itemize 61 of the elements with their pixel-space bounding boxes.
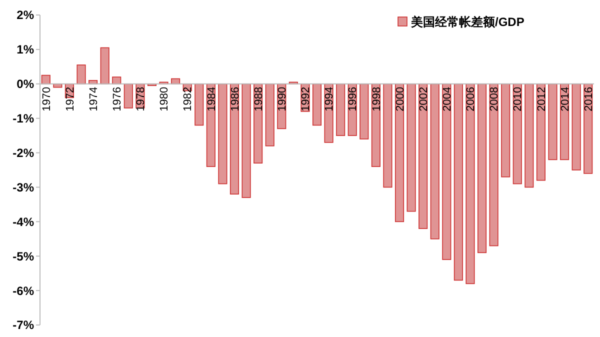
bar — [501, 83, 510, 178]
bar — [454, 83, 463, 281]
bar — [406, 83, 416, 212]
y-tick-label: 2% — [16, 8, 34, 22]
x-tick-label: 1984 — [206, 86, 218, 112]
bar — [218, 83, 228, 184]
bar — [242, 83, 251, 198]
bar — [524, 83, 534, 188]
bar — [572, 83, 581, 170]
bar — [548, 83, 558, 160]
bar — [100, 47, 110, 84]
x-tick-label: 2016 — [582, 86, 595, 112]
x-tick-label: 1972 — [64, 86, 76, 112]
x-tick-label: 1970 — [40, 86, 53, 112]
bar — [418, 83, 428, 229]
legend-label: 美国经常帐差额/GDP — [410, 15, 524, 30]
x-tick-label: 1986 — [229, 86, 242, 112]
x-tick-label: 1992 — [300, 86, 312, 112]
y-tick-label: -3% — [12, 180, 34, 194]
bar — [76, 64, 86, 84]
bar — [383, 83, 392, 188]
x-tick-label: 1982 — [182, 86, 194, 112]
y-tick-label: 1% — [16, 42, 34, 57]
x-tick-label: 2004 — [442, 86, 454, 112]
x-tick-label: 1998 — [370, 86, 383, 112]
y-tick-label: -7% — [12, 318, 34, 332]
bar — [312, 83, 322, 126]
x-tick-label: 1994 — [324, 86, 336, 112]
bar — [466, 83, 475, 284]
bar — [41, 74, 50, 84]
y-tick-label: -6% — [12, 284, 34, 298]
bar — [265, 83, 274, 146]
bar — [360, 83, 369, 140]
bar — [336, 83, 346, 136]
y-tick-label: -5% — [12, 249, 34, 264]
x-tick-label: 2010 — [512, 86, 524, 112]
bar — [442, 83, 452, 260]
x-tick-label: 2006 — [465, 86, 478, 112]
x-tick-label: 2012 — [536, 86, 548, 112]
bar — [430, 83, 440, 240]
y-tick-label: -4% — [12, 214, 34, 229]
x-tick-label: 2002 — [418, 86, 430, 112]
bar — [124, 83, 133, 108]
y-tick-label: -2% — [12, 146, 34, 160]
bar — [112, 76, 122, 84]
x-tick-label: 1990 — [276, 86, 288, 112]
y-tick-label: 0% — [16, 77, 34, 92]
bar — [194, 83, 204, 126]
x-tick-label: 2000 — [394, 86, 406, 112]
bar — [394, 83, 404, 222]
x-tick-label: 1980 — [158, 86, 171, 112]
x-tick-label: 1974 — [88, 86, 100, 112]
x-tick-label: 2014 — [559, 86, 572, 112]
x-tick-label: 1996 — [347, 86, 360, 112]
x-tick-label: 1978 — [135, 86, 148, 112]
x-tick-label: 1988 — [252, 86, 265, 112]
y-tick-label: -1% — [12, 112, 34, 126]
x-tick-label: 2008 — [488, 86, 501, 112]
bar — [489, 83, 498, 246]
bar — [477, 83, 487, 254]
x-tick-label: 1976 — [111, 86, 124, 112]
